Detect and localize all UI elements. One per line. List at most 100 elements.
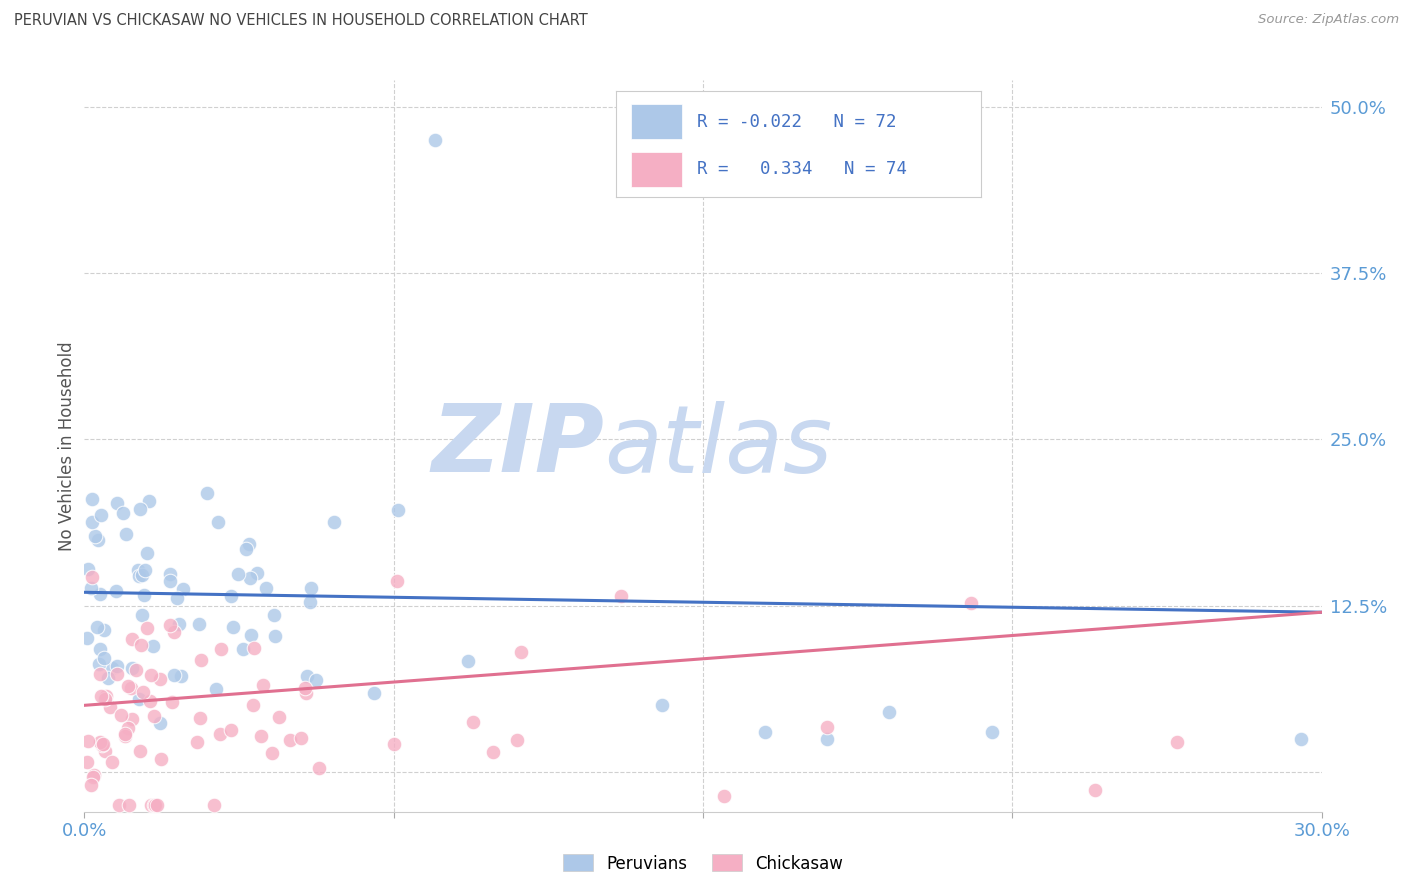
- Text: atlas: atlas: [605, 401, 832, 491]
- Point: [463, 714, 485, 729]
- Point: [305, 673, 328, 687]
- Point: [254, 582, 277, 596]
- Point: [308, 761, 330, 775]
- Point: [877, 705, 900, 719]
- Point: [235, 542, 257, 557]
- Point: [131, 568, 153, 582]
- Point: [129, 638, 152, 652]
- Point: [1289, 731, 1312, 746]
- Point: [159, 574, 181, 588]
- Point: [105, 496, 128, 510]
- Point: [187, 616, 209, 631]
- Point: [90, 689, 112, 703]
- Point: [76, 756, 98, 770]
- Point: [125, 663, 148, 677]
- Point: [510, 644, 533, 658]
- Point: [121, 712, 143, 726]
- Point: [89, 735, 111, 749]
- Point: [86, 620, 108, 634]
- Point: [87, 533, 110, 548]
- Point: [186, 735, 208, 749]
- Point: [202, 798, 225, 813]
- Point: [294, 681, 316, 696]
- Point: [172, 582, 194, 596]
- Point: [149, 672, 172, 686]
- Point: [89, 657, 111, 671]
- Point: [188, 711, 211, 725]
- Point: [117, 679, 139, 693]
- Point: [387, 503, 409, 517]
- Point: [149, 716, 172, 731]
- Point: [136, 545, 159, 559]
- Point: [295, 685, 318, 699]
- Point: [170, 669, 193, 683]
- Point: [91, 737, 114, 751]
- Point: [264, 629, 287, 643]
- Point: [146, 798, 169, 813]
- Point: [80, 778, 103, 792]
- Point: [382, 737, 405, 751]
- Point: [82, 516, 104, 530]
- Point: [980, 725, 1002, 739]
- Point: [226, 566, 249, 581]
- Point: [205, 682, 228, 697]
- Point: [385, 574, 408, 589]
- Point: [263, 607, 285, 622]
- Point: [129, 502, 152, 516]
- Point: [128, 691, 150, 706]
- Point: [222, 619, 245, 633]
- Point: [323, 515, 346, 529]
- Point: [169, 617, 191, 632]
- Point: [108, 798, 131, 813]
- Point: [142, 639, 165, 653]
- Text: PERUVIAN VS CHICKASAW NO VEHICLES IN HOUSEHOLD CORRELATION CHART: PERUVIAN VS CHICKASAW NO VEHICLES IN HOU…: [14, 13, 588, 29]
- Point: [221, 723, 243, 737]
- Point: [93, 692, 115, 706]
- Point: [754, 725, 776, 739]
- Point: [105, 667, 128, 681]
- Point: [138, 494, 160, 508]
- Point: [299, 581, 322, 595]
- Point: [243, 640, 266, 655]
- Point: [89, 667, 111, 681]
- Point: [121, 661, 143, 675]
- Point: [117, 721, 139, 735]
- Point: [93, 651, 115, 665]
- Point: [143, 798, 166, 813]
- Point: [190, 653, 212, 667]
- Point: [93, 623, 115, 637]
- Point: [815, 731, 838, 746]
- Point: [101, 755, 124, 769]
- Point: [77, 562, 100, 576]
- Legend: Peruvians, Chickasaw: Peruvians, Chickasaw: [555, 847, 851, 880]
- Point: [295, 669, 318, 683]
- Point: [150, 752, 173, 766]
- Point: [423, 133, 446, 147]
- Point: [246, 566, 269, 580]
- Point: [76, 733, 98, 747]
- Point: [163, 668, 186, 682]
- Point: [80, 570, 103, 584]
- Point: [239, 628, 262, 642]
- Point: [651, 698, 673, 713]
- Point: [134, 587, 156, 601]
- Point: [134, 563, 156, 577]
- Y-axis label: No Vehicles in Household: No Vehicles in Household: [58, 341, 76, 551]
- Point: [139, 798, 162, 813]
- Point: [163, 625, 186, 640]
- Point: [960, 596, 983, 610]
- Point: [363, 686, 385, 700]
- Point: [115, 527, 138, 541]
- Point: [131, 607, 153, 622]
- Point: [232, 642, 254, 657]
- Point: [80, 492, 103, 507]
- Point: [609, 589, 631, 603]
- Point: [97, 671, 120, 685]
- Point: [252, 678, 274, 692]
- Point: [114, 727, 136, 741]
- Text: R = -0.022   N = 72: R = -0.022 N = 72: [697, 113, 896, 131]
- Point: [118, 798, 141, 813]
- Point: [114, 729, 136, 743]
- Text: ZIP: ZIP: [432, 400, 605, 492]
- Point: [132, 685, 155, 699]
